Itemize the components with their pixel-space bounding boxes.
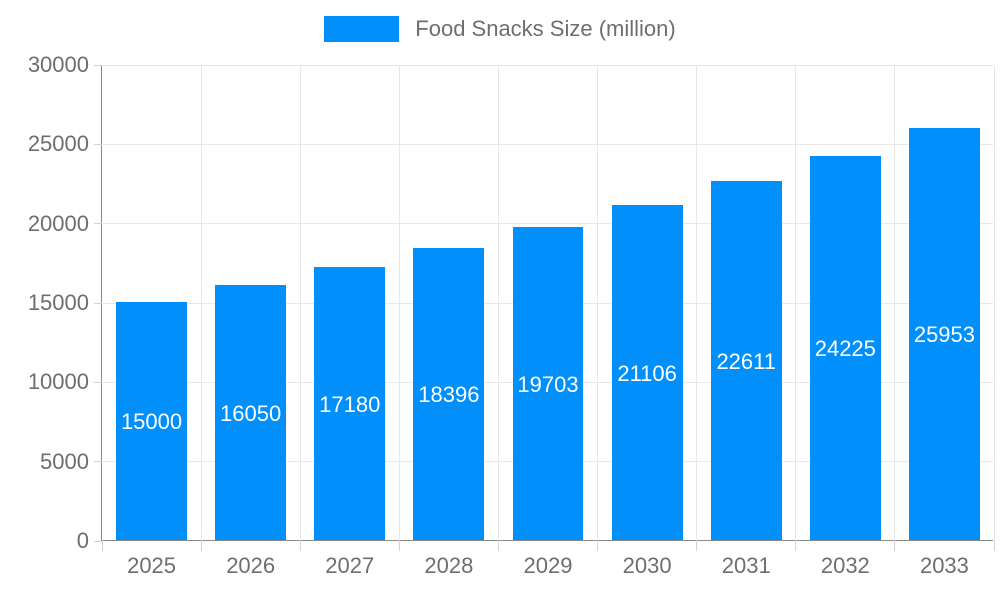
- bar[interactable]: [611, 205, 683, 540]
- x-tick-mark: [299, 540, 301, 551]
- bar-value-label: 24225: [814, 335, 876, 361]
- x-tick-mark: [398, 540, 400, 551]
- bar[interactable]: [710, 181, 782, 540]
- x-axis-tick-label: 2026: [226, 553, 276, 578]
- x-tick-mark: [993, 540, 995, 551]
- x-tick-mark: [597, 540, 599, 551]
- y-axis-tick-label: 15000: [27, 290, 89, 315]
- y-axis-tick-label: 5000: [40, 448, 89, 474]
- bar-value-label: 18396: [418, 382, 480, 408]
- x-gridline: [299, 65, 301, 540]
- x-axis-tick-label: 2025: [127, 553, 177, 578]
- bar[interactable]: [215, 285, 287, 540]
- y-tick-mark: [94, 540, 102, 542]
- y-tick-mark: [94, 143, 102, 145]
- x-gridline: [696, 65, 698, 540]
- x-gridline: [597, 65, 599, 540]
- y-axis-tick-label: 0: [76, 528, 89, 553]
- x-gridline: [200, 65, 202, 540]
- y-axis-tick-label: 20000: [27, 210, 89, 236]
- x-tick-mark: [894, 540, 896, 551]
- y-tick-mark: [94, 381, 102, 383]
- bar-value-label: 16050: [220, 400, 282, 426]
- x-tick-mark: [497, 540, 499, 551]
- bar-value-label: 17180: [319, 391, 381, 417]
- bar-value-label: 25953: [913, 322, 976, 348]
- x-axis-tick-label: 2028: [424, 553, 474, 578]
- x-axis-tick-label: 2027: [325, 553, 375, 578]
- bar[interactable]: [314, 267, 386, 540]
- x-gridline: [894, 65, 896, 540]
- x-tick-mark: [101, 540, 103, 551]
- x-gridline: [795, 65, 797, 540]
- y-axis-tick-label: 30000: [27, 52, 89, 77]
- x-gridline: [993, 65, 995, 540]
- y-gridline: [102, 64, 993, 66]
- bar-value-label: 19703: [517, 371, 579, 397]
- x-axis-tick-label: 2032: [820, 553, 870, 578]
- legend-label: Food Snacks Size (million): [415, 16, 676, 41]
- x-axis-tick-label: 2033: [919, 553, 969, 578]
- y-tick-mark: [94, 64, 102, 66]
- y-tick-mark: [94, 302, 102, 304]
- y-gridline: [102, 223, 993, 225]
- x-axis-tick-label: 2030: [622, 553, 672, 578]
- legend-item[interactable]: Food Snacks Size (million): [0, 16, 1000, 42]
- x-tick-mark: [795, 540, 797, 551]
- x-tick-mark: [200, 540, 202, 551]
- bar-value-label: 21106: [617, 360, 677, 386]
- x-axis-tick-label: 2031: [721, 553, 771, 578]
- x-gridline: [398, 65, 400, 540]
- y-axis-tick-label: 10000: [27, 369, 89, 395]
- x-axis-tick-label: 2029: [523, 553, 573, 578]
- bar[interactable]: [512, 227, 584, 540]
- bar-value-label: 22611: [716, 348, 776, 374]
- x-gridline: [497, 65, 499, 540]
- y-tick-mark: [94, 461, 102, 463]
- y-axis-tick-label: 25000: [27, 131, 89, 157]
- bar[interactable]: [413, 248, 485, 540]
- bar[interactable]: [116, 302, 188, 540]
- legend-swatch: [324, 16, 400, 42]
- y-gridline: [102, 143, 993, 145]
- bar[interactable]: [809, 155, 881, 540]
- x-tick-mark: [696, 540, 698, 551]
- y-tick-mark: [94, 223, 102, 225]
- bar[interactable]: [908, 128, 980, 540]
- plot-area: 0 5000 10000 15000 20000 25000 30000 15000 2025 1…: [28, 54, 995, 577]
- bar-value-label: 15000: [120, 409, 183, 434]
